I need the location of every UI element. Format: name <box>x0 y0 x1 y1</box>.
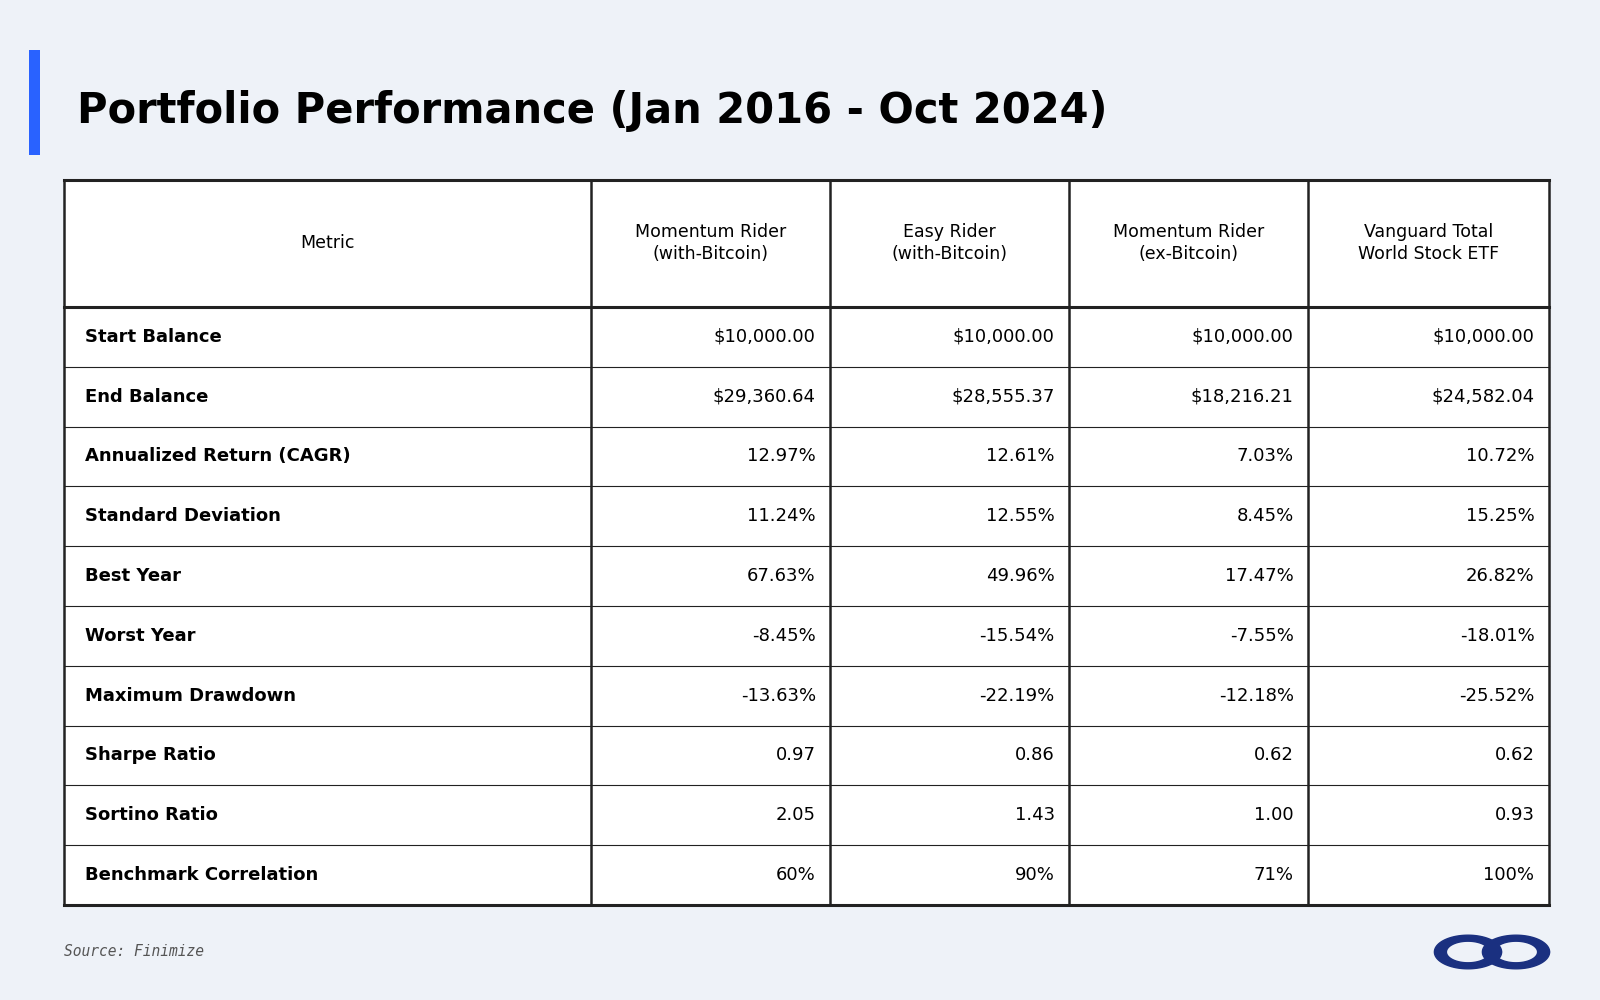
Text: $10,000.00: $10,000.00 <box>714 328 816 346</box>
Text: $10,000.00: $10,000.00 <box>1432 328 1534 346</box>
Text: 0.86: 0.86 <box>1014 746 1054 764</box>
Text: Worst Year: Worst Year <box>85 627 195 645</box>
Text: -18.01%: -18.01% <box>1459 627 1534 645</box>
Text: -8.45%: -8.45% <box>752 627 816 645</box>
Text: $10,000.00: $10,000.00 <box>954 328 1054 346</box>
Text: 0.62: 0.62 <box>1254 746 1294 764</box>
Text: 2.05: 2.05 <box>776 806 816 824</box>
Text: Standard Deviation: Standard Deviation <box>85 507 280 525</box>
Text: 8.45%: 8.45% <box>1237 507 1294 525</box>
Polygon shape <box>1485 948 1499 956</box>
Text: 12.97%: 12.97% <box>747 447 816 465</box>
Text: 17.47%: 17.47% <box>1226 567 1294 585</box>
Text: Sortino Ratio: Sortino Ratio <box>85 806 218 824</box>
Text: 12.61%: 12.61% <box>986 447 1054 465</box>
Text: 60%: 60% <box>776 866 816 884</box>
Text: -13.63%: -13.63% <box>741 687 816 705</box>
Text: -25.52%: -25.52% <box>1459 687 1534 705</box>
Polygon shape <box>1435 935 1501 969</box>
Text: $29,360.64: $29,360.64 <box>712 388 816 406</box>
Text: -22.19%: -22.19% <box>979 687 1054 705</box>
Text: -7.55%: -7.55% <box>1230 627 1294 645</box>
Text: Momentum Rider: Momentum Rider <box>635 223 786 241</box>
Text: 67.63%: 67.63% <box>747 567 816 585</box>
Text: 7.03%: 7.03% <box>1237 447 1294 465</box>
Text: Sharpe Ratio: Sharpe Ratio <box>85 746 216 764</box>
Text: Maximum Drawdown: Maximum Drawdown <box>85 687 296 705</box>
Text: (ex-Bitcoin): (ex-Bitcoin) <box>1139 245 1238 263</box>
Text: $24,582.04: $24,582.04 <box>1432 388 1534 406</box>
Text: $18,216.21: $18,216.21 <box>1190 388 1294 406</box>
Text: Easy Rider: Easy Rider <box>904 223 997 241</box>
Text: 10.72%: 10.72% <box>1466 447 1534 465</box>
Text: Best Year: Best Year <box>85 567 181 585</box>
Text: Benchmark Correlation: Benchmark Correlation <box>85 866 318 884</box>
Text: (with-Bitcoin): (with-Bitcoin) <box>653 245 768 263</box>
Text: $10,000.00: $10,000.00 <box>1192 328 1294 346</box>
Polygon shape <box>1483 935 1549 969</box>
Text: 1.43: 1.43 <box>1014 806 1054 824</box>
Text: 49.96%: 49.96% <box>986 567 1054 585</box>
Text: Vanguard Total: Vanguard Total <box>1363 223 1493 241</box>
Text: Annualized Return (CAGR): Annualized Return (CAGR) <box>85 447 350 465</box>
Text: Start Balance: Start Balance <box>85 328 221 346</box>
Text: -12.18%: -12.18% <box>1219 687 1294 705</box>
Text: 1.00: 1.00 <box>1254 806 1294 824</box>
Text: 26.82%: 26.82% <box>1466 567 1534 585</box>
Text: 0.93: 0.93 <box>1494 806 1534 824</box>
Text: Portfolio Performance (Jan 2016 - Oct 2024): Portfolio Performance (Jan 2016 - Oct 20… <box>77 90 1107 132</box>
Text: $28,555.37: $28,555.37 <box>952 388 1054 406</box>
Text: 15.25%: 15.25% <box>1466 507 1534 525</box>
Text: World Stock ETF: World Stock ETF <box>1358 245 1499 263</box>
Text: 0.97: 0.97 <box>776 746 816 764</box>
Text: 11.24%: 11.24% <box>747 507 816 525</box>
Text: -15.54%: -15.54% <box>979 627 1054 645</box>
Text: 71%: 71% <box>1254 866 1294 884</box>
Text: 100%: 100% <box>1483 866 1534 884</box>
Text: End Balance: End Balance <box>85 388 208 406</box>
Text: 90%: 90% <box>1014 866 1054 884</box>
Text: Momentum Rider: Momentum Rider <box>1114 223 1264 241</box>
Text: (with-Bitcoin): (with-Bitcoin) <box>891 245 1008 263</box>
Text: Source: Finimize: Source: Finimize <box>64 944 205 960</box>
Text: 0.62: 0.62 <box>1494 746 1534 764</box>
Text: 12.55%: 12.55% <box>986 507 1054 525</box>
Text: Metric: Metric <box>301 234 355 252</box>
